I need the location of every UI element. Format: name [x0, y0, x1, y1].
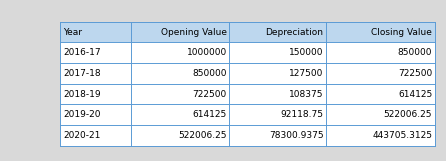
Text: 443705.3125: 443705.3125 — [372, 131, 432, 140]
Text: 2016-17: 2016-17 — [63, 48, 100, 57]
Text: 850000: 850000 — [192, 69, 227, 78]
Text: 614125: 614125 — [398, 90, 432, 99]
Text: 614125: 614125 — [193, 110, 227, 119]
Text: 2020-21: 2020-21 — [63, 131, 100, 140]
Text: 522006.25: 522006.25 — [178, 131, 227, 140]
Text: 2018-19: 2018-19 — [63, 90, 100, 99]
Text: 92118.75: 92118.75 — [281, 110, 323, 119]
Text: 722500: 722500 — [398, 69, 432, 78]
Bar — [60, 104, 435, 125]
Text: 850000: 850000 — [398, 48, 432, 57]
Text: Year: Year — [63, 28, 82, 37]
Text: 2017-18: 2017-18 — [63, 69, 100, 78]
Text: Closing Value: Closing Value — [372, 28, 432, 37]
Text: 150000: 150000 — [289, 48, 323, 57]
Bar — [60, 125, 435, 146]
Text: 108375: 108375 — [289, 90, 323, 99]
Bar — [60, 42, 435, 63]
Text: Depreciation: Depreciation — [265, 28, 323, 37]
Text: Opening Value: Opening Value — [161, 28, 227, 37]
Bar — [60, 22, 435, 42]
Text: 522006.25: 522006.25 — [384, 110, 432, 119]
Bar — [60, 63, 435, 84]
Text: 2019-20: 2019-20 — [63, 110, 100, 119]
Text: 127500: 127500 — [289, 69, 323, 78]
Text: 78300.9375: 78300.9375 — [269, 131, 323, 140]
Text: 1000000: 1000000 — [186, 48, 227, 57]
Text: 722500: 722500 — [193, 90, 227, 99]
Bar — [60, 84, 435, 104]
